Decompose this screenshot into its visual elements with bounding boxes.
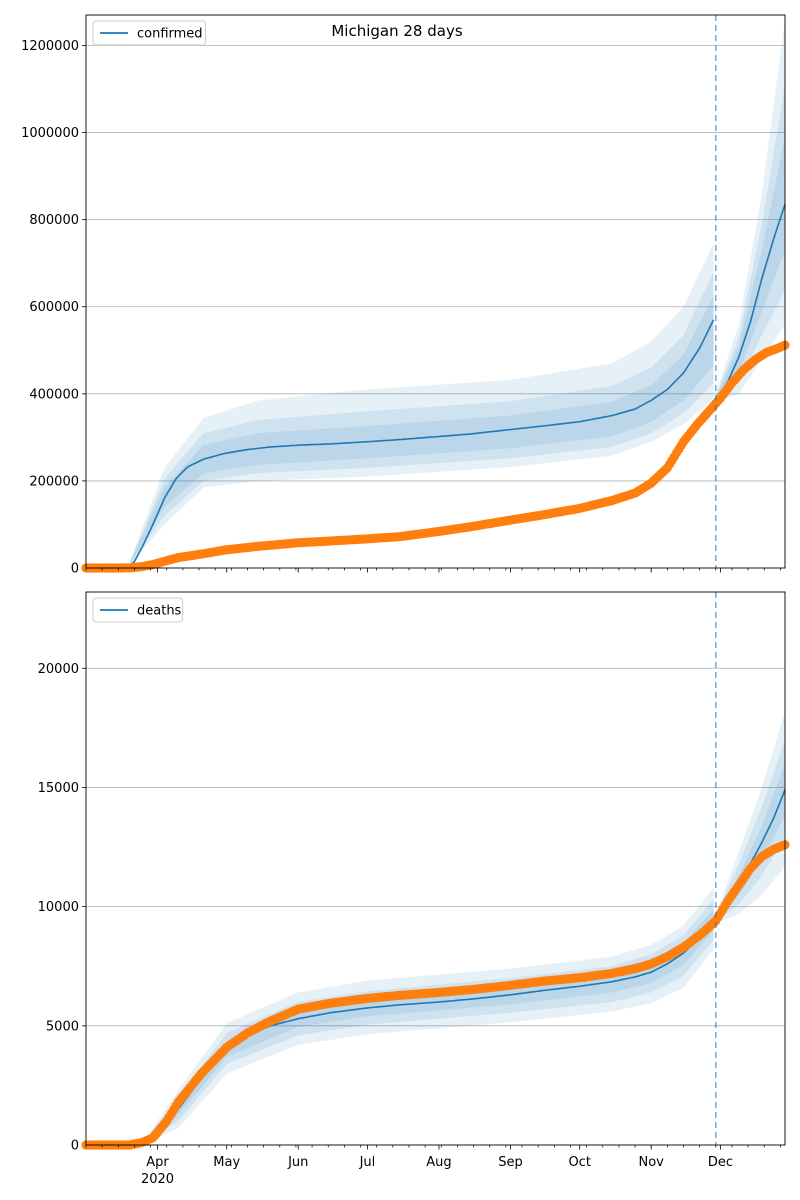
x-tick-label: Dec [708,1155,733,1170]
y-tick-label: 20000 [38,662,79,677]
x-tick-label: Jun [287,1155,308,1170]
x-tick-sublabel: 2020 [141,1172,174,1187]
uncertainty-band [715,711,785,924]
legend: confirmed [92,20,206,46]
uncertainty-band [715,136,785,402]
y-tick-label: 5000 [46,1019,79,1034]
confirmed-panel: 0 200000 400000 600000 800000 1000000 1200000 c… [21,14,790,577]
y-tick-label: 15000 [38,781,79,796]
y-tick-label: 0 [71,1139,79,1154]
y-tick-label: 0 [71,562,79,577]
uncertainty-band [127,243,714,568]
uncertainty-band [127,295,714,568]
x-tick-label: Oct [568,1155,590,1170]
y-tick-label: 200000 [29,474,79,489]
x-tick-label: May [213,1155,240,1170]
legend: deaths [92,597,184,623]
y-tick-label: 1200000 [21,39,79,54]
uncertainty-band [715,19,785,403]
axes-frame [85,591,786,1146]
uncertainty-band [715,84,785,402]
legend-box [92,597,184,623]
uncertainty-band [86,887,714,1145]
series-line-confirmed [126,319,715,569]
uncertainty-band [127,271,714,568]
x-tick-label: Jul [359,1155,376,1170]
y-tick-label: 400000 [29,387,79,402]
y-tick-label: 800000 [29,213,79,228]
figure-title: Michigan 28 days [331,22,462,40]
y-tick-label: 1000000 [21,126,79,141]
x-tick-label: Aug [426,1155,451,1170]
legend-box [92,20,206,46]
x-tick-label: Apr [146,1155,169,1170]
axes-frame [85,14,786,569]
legend-label: confirmed [137,27,203,42]
y-tick-label: 10000 [38,900,79,915]
uncertainty-band [715,739,785,923]
x-tick-label: Nov [639,1155,665,1170]
legend-label: deaths [137,604,182,619]
y-tick-label: 600000 [29,300,79,315]
deaths-panel: 0 5000 10000 15000 20000 Apr 2020 May Jun Jul Aug S… [38,591,790,1187]
x-tick-label: Sep [498,1155,523,1170]
